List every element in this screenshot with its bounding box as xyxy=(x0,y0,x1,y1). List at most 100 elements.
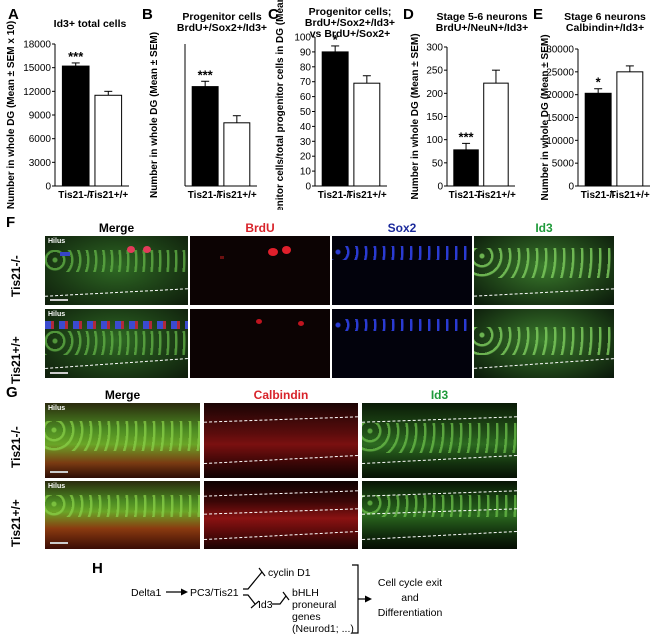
cyclin-node: cyclin D1 xyxy=(268,567,311,579)
chart-title: Stage 5-6 neurons xyxy=(436,11,527,23)
y-tick-label: 15000 xyxy=(23,63,51,74)
chart-title: vs BrdU+/Sox2+ xyxy=(310,28,391,40)
f-sox2-wt-image xyxy=(332,309,472,378)
significance-label: *** xyxy=(198,67,214,82)
y-tick-label: 0 xyxy=(305,182,311,193)
bhlh-line-2: proneural xyxy=(292,599,336,611)
chart-title: BrdU+/NeuN+/Id3+ xyxy=(436,22,529,34)
arrowhead-icon xyxy=(365,595,372,603)
y-tick-label: 150 xyxy=(426,112,443,123)
panel-label-d: D xyxy=(403,6,414,23)
chart-title: Calbindin+/Id3+ xyxy=(566,22,644,34)
g-id3-ko-image xyxy=(362,403,517,478)
y-tick-label: 60 xyxy=(300,92,312,103)
f-col-id3: Id3 xyxy=(535,221,553,235)
f-row-ko: Tis21-/- xyxy=(9,255,23,297)
f-brdu-ko-image xyxy=(190,236,330,305)
bar xyxy=(61,65,90,187)
pathway-diagram: Delta1 PC3/Tis21 cyclin D1 Id3 bHLH pron… xyxy=(131,564,443,635)
bar xyxy=(453,149,479,187)
chart-title: Progenitor cells xyxy=(182,11,262,23)
arrowhead-icon xyxy=(181,588,188,596)
category-label: Tis21+/+ xyxy=(88,190,128,201)
inhibit-bar-icon xyxy=(250,600,260,609)
category-label: Tis21+/+ xyxy=(610,190,650,201)
y-tick-label: 3000 xyxy=(29,158,52,169)
bhlh-line-1: bHLH xyxy=(292,587,319,599)
y-tick-label: 6000 xyxy=(29,134,52,145)
bhlh-line-4: (Neurod1; ...) xyxy=(292,623,354,635)
panel-label-f: F xyxy=(6,214,16,231)
panel-label-g: G xyxy=(6,384,18,401)
y-tick-label: 25000 xyxy=(546,67,574,78)
bar-charts: Id3+ total cells030006000900012000150001… xyxy=(6,0,650,210)
y-tick-label: 50 xyxy=(300,107,312,118)
category-label: Tis21+/+ xyxy=(476,190,516,201)
bar xyxy=(321,51,349,187)
y-tick-label: 100 xyxy=(294,33,311,44)
y-tick-label: 70 xyxy=(300,77,312,88)
bar xyxy=(584,92,612,187)
significance-label: * xyxy=(596,75,602,90)
y-tick-label: 80 xyxy=(300,62,312,73)
chart-title: Progenitor cells; xyxy=(309,6,392,18)
outcome-line-3: Differentiation xyxy=(378,607,443,619)
y-axis-label: Number in whole DG (Mean ± SEM x 10) xyxy=(6,21,17,209)
y-tick-label: 30 xyxy=(300,137,312,148)
y-tick-label: 12000 xyxy=(23,87,51,98)
y-tick-label: 250 xyxy=(426,66,443,77)
significance-label: * xyxy=(333,32,339,47)
g-merge-wt-image: Hilus xyxy=(45,481,200,549)
y-tick-label: 20 xyxy=(300,152,312,163)
g-merge-ko-image: Hilus xyxy=(45,403,200,478)
y-tick-label: 5000 xyxy=(552,159,575,170)
panel-label-h: H xyxy=(92,560,103,577)
f-id3-ko-image xyxy=(474,236,614,305)
chart-title: Stage 6 neurons xyxy=(564,11,646,23)
inhibit-id3-line xyxy=(243,594,256,605)
f-row-wt: Tis21+/+ xyxy=(9,336,23,384)
g-calbindin-ko-image xyxy=(204,403,358,478)
y-axis-label: Number in whole DG (Mean ± SEM) xyxy=(540,34,551,200)
y-tick-label: 200 xyxy=(426,89,443,100)
f-col-brdu: BrdU xyxy=(245,221,275,235)
bar xyxy=(223,122,251,187)
inhibit-bar-icon xyxy=(282,591,290,601)
panel-label-a: A xyxy=(8,6,19,23)
inhibit-bar-icon xyxy=(258,567,266,577)
bar xyxy=(483,82,509,187)
panel-label-b: B xyxy=(142,6,153,23)
y-axis-label: Number in whole DG (Mean ± SEM) xyxy=(410,33,421,199)
outcome-line-1: Cell cycle exit xyxy=(378,577,442,589)
delta1-node: Delta1 xyxy=(131,587,162,599)
hilus-label: Hilus xyxy=(48,238,66,245)
g-id3-wt-image xyxy=(362,481,517,549)
significance-label: *** xyxy=(458,129,474,144)
chart-title: BrdU+/Sox2+/Id3+ xyxy=(177,22,267,34)
category-label: Tis21-/- xyxy=(449,190,484,201)
y-tick-label: 50 xyxy=(432,158,444,169)
g-row-wt: Tis21+/+ xyxy=(9,499,23,547)
g-col-calbindin: Calbindin xyxy=(253,388,309,402)
y-tick-label: 300 xyxy=(426,43,443,54)
bhlh-line-3: genes xyxy=(292,611,321,623)
f-col-sox2: Sox2 xyxy=(387,221,417,235)
hilus-label: Hilus xyxy=(48,405,66,412)
y-axis-label: Id3+ progenitor cells/total progenitor c… xyxy=(275,0,286,210)
y-tick-label: 0 xyxy=(437,182,443,193)
g-col-merge: Merge xyxy=(104,388,141,402)
bar xyxy=(616,71,644,187)
g-calbindin-wt-image xyxy=(204,481,358,549)
category-label: Tis21-/- xyxy=(188,190,223,201)
y-tick-label: 0 xyxy=(45,182,51,193)
panel-label-e: E xyxy=(533,6,544,23)
g-col-id3: Id3 xyxy=(430,388,449,402)
y-tick-label: 18000 xyxy=(23,40,51,51)
f-id3-wt-image xyxy=(474,309,614,378)
inhibit-bhlh-line xyxy=(272,595,287,605)
inhibit-cyclin-line xyxy=(243,571,263,590)
y-tick-label: 40 xyxy=(300,122,312,133)
category-label: Tis21+/+ xyxy=(347,190,387,201)
f-merge-ko-image: Hilus xyxy=(45,236,188,305)
g-row-ko: Tis21-/- xyxy=(9,426,23,468)
